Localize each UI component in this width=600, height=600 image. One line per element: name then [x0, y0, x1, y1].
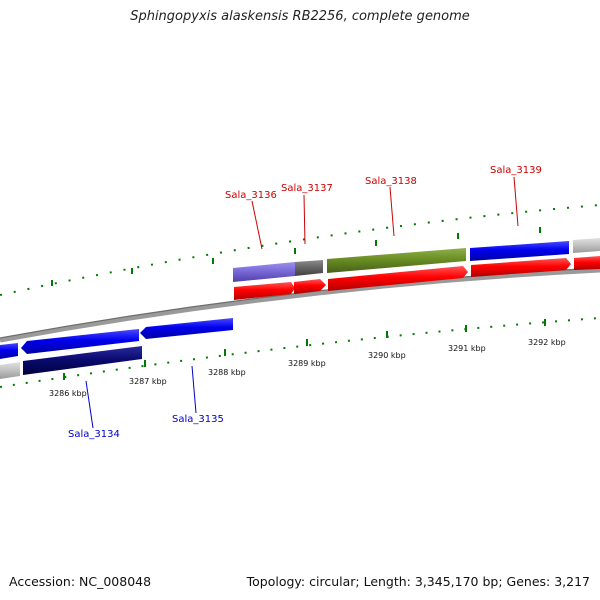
forward-strand-outer [233, 238, 600, 282]
forward-label-leaders [251, 176, 519, 250]
major-ticks-lower [63, 319, 546, 380]
scale-label: 3292 kbp [528, 338, 566, 347]
gene-sala-3136-block[interactable] [233, 262, 295, 282]
gene-arrow[interactable] [328, 266, 468, 291]
genome-backbone-edge [0, 267, 600, 339]
gene-sala-3138-block[interactable] [327, 248, 466, 273]
scale-label: 3286 kbp [49, 389, 87, 398]
gene-arrow[interactable] [140, 318, 233, 339]
gene-label-sala-3137[interactable]: Sala_3137 [281, 183, 333, 194]
scale-label: 3291 kbp [448, 344, 486, 353]
reverse-strand-outer [0, 318, 233, 359]
gene-sala-3139-block[interactable] [470, 241, 569, 261]
gene-label-sala-3136[interactable]: Sala_3136 [225, 190, 277, 201]
gene-sala-3134-block[interactable] [23, 346, 142, 375]
genome-backbone [0, 267, 600, 343]
major-ticks-upper [51, 227, 541, 286]
forward-strand-inner [234, 256, 600, 300]
gene-arrow[interactable] [234, 282, 295, 300]
scale-label: 3287 kbp [129, 377, 167, 386]
forward-gene-labels: Sala_3136 Sala_3137 Sala_3138 Sala_3139 [225, 165, 542, 201]
gene-label-sala-3138[interactable]: Sala_3138 [365, 176, 417, 187]
gene-label-sala-3135[interactable]: Sala_3135 [172, 414, 224, 425]
reverse-strand-inner [0, 346, 142, 379]
scale-labels: 3286 kbp 3287 kbp 3288 kbp 3289 kbp 3290… [49, 338, 566, 398]
scale-label: 3290 kbp [368, 351, 406, 360]
gene-arrow[interactable] [574, 256, 600, 270]
gene-arrow[interactable] [0, 343, 18, 359]
gene-label-sala-3134[interactable]: Sala_3134 [68, 429, 120, 440]
tick-row-lower [0, 317, 600, 388]
gene-arrow[interactable] [294, 279, 326, 294]
tick-row-upper [0, 204, 600, 296]
gene-label-sala-3139[interactable]: Sala_3139 [490, 165, 542, 176]
gene-segment[interactable] [573, 238, 600, 253]
reverse-label-leaders [85, 365, 197, 429]
scale-label: 3288 kbp [208, 368, 246, 377]
scale-label: 3289 kbp [288, 359, 326, 368]
gene-segment[interactable] [0, 362, 20, 379]
accession-text: Accession: NC_008048 [9, 574, 152, 589]
gene-sala-3137-block[interactable] [295, 260, 323, 276]
gene-arrow[interactable] [21, 329, 139, 354]
map-title: Sphingopyxis alaskensis RB2256, complete… [130, 9, 470, 24]
reverse-gene-labels: Sala_3134 Sala_3135 [68, 414, 224, 440]
genome-summary-text: Topology: circular; Length: 3,345,170 bp… [246, 574, 590, 589]
gene-arrow[interactable] [471, 258, 571, 277]
